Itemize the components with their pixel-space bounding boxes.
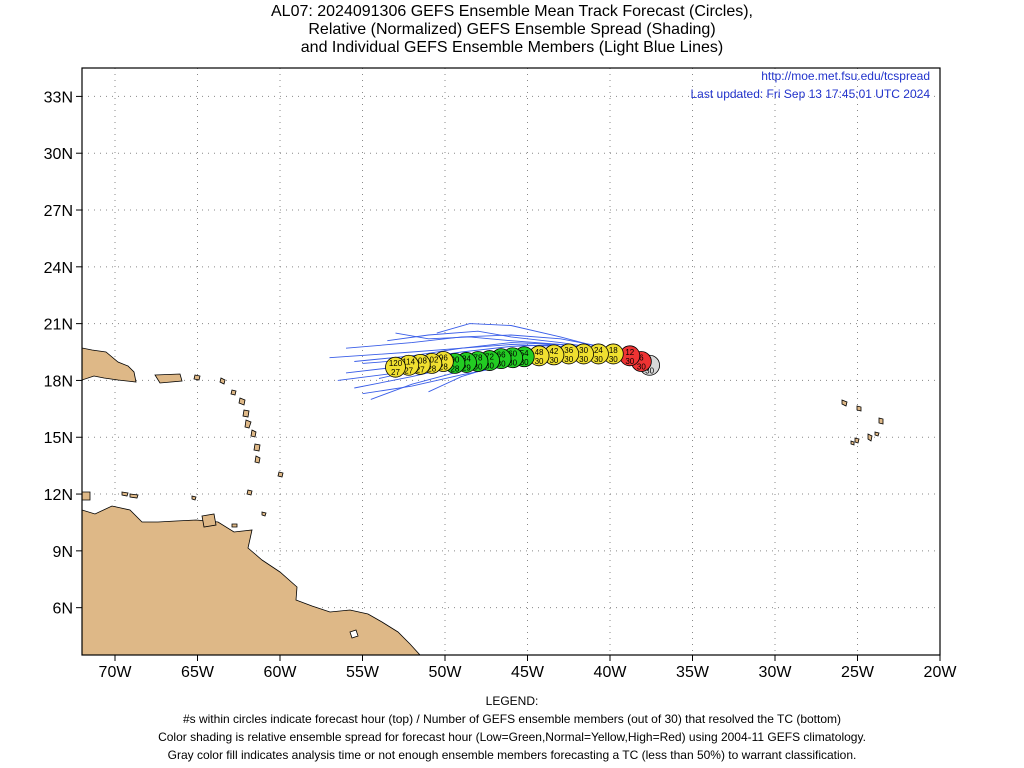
member-count-label: 30 [520,358,529,367]
member-count-label: 30 [508,359,517,368]
x-tick-label: 35W [676,664,710,681]
legend-line-1: #s within circles indicate forecast hour… [182,712,842,726]
land-trinidad [201,513,217,528]
land-masses [82,347,884,655]
y-tick-label: 9N [53,544,73,561]
y-tick-label: 15N [44,430,73,447]
forecast-hour-label: 54 [520,349,529,358]
member-count-label: 30 [594,355,603,364]
x-tick-label: 20W [924,664,958,681]
y-axis-ticks: 6N 9N 12N 15N 18N 21N 24N 27N 30N 33N [44,89,82,618]
forecast-hour-label: 48 [535,348,544,357]
forecast-hour-label: 84 [462,354,471,363]
x-tick-label: 55W [346,664,380,681]
forecast-hour-label: 24 [594,346,603,355]
member-count-label: 30 [497,360,506,369]
forecast-hour-label: 42 [549,347,558,356]
forecast-hour-label: 78 [474,354,483,363]
land-cape-verde [841,399,884,446]
legend-line-2: Color shading is relative ensemble sprea… [158,730,866,744]
x-tick-label: 45W [511,664,545,681]
member-count-label: 30 [485,362,494,371]
member-count-label: 27 [391,368,400,377]
member-count-label: 27 [404,366,413,375]
forecast-hour-label: 96 [439,354,448,363]
forecast-hour-label: 6 [639,354,644,363]
x-tick-label: 30W [759,664,793,681]
x-tick-label: 25W [841,664,875,681]
forecast-hour-label: 108 [414,356,428,365]
member-count-label: 30 [637,363,646,372]
chart-title-line-3: and Individual GEFS Ensemble Members (Li… [300,39,724,56]
x-tick-label: 50W [429,664,463,681]
ensemble-mean-track: 0306301230183024303030363042304830543060… [385,343,660,378]
member-count-label: 28 [450,364,459,373]
forecast-hour-label: 90 [450,355,459,364]
member-count-label: 30 [549,356,558,365]
y-tick-label: 24N [44,260,73,277]
legend-line-3: Gray color fill indicates analysis time … [167,748,857,762]
chart-title-line-2: Relative (Normalized) GEFS Ensemble Spre… [308,21,716,38]
forecast-hour-label: 72 [485,353,494,362]
forecast-hour-label: 60 [508,350,517,359]
y-tick-label: 30N [44,146,73,163]
legend-heading: LEGEND: [485,694,539,708]
grid-lines [82,68,941,655]
member-count-label: 30 [609,355,618,364]
forecast-hour-label: 12 [625,348,634,357]
y-tick-label: 18N [44,373,73,390]
member-count-label: 30 [474,363,483,372]
y-tick-label: 33N [44,89,73,106]
member-count-label: 30 [625,357,634,366]
x-axis-ticks: 70W 65W 60W 55W 50W 45W 40W 35W 30W 25W 20W [99,655,958,681]
forecast-hour-label: 36 [564,346,573,355]
member-count-label: 30 [535,357,544,366]
member-count-label: 27 [416,365,425,374]
member-count-label: 29 [462,363,471,372]
member-count-label: 28 [427,364,436,373]
forecast-hour-label: 18 [609,346,618,355]
source-url-link[interactable]: http://moe.met.fsu.edu/tcspread [761,69,930,83]
land-hispaniola [82,347,137,383]
y-tick-label: 27N [44,203,73,220]
x-tick-label: 40W [594,664,628,681]
forecast-circle [385,356,406,378]
member-count-label: 30 [564,355,573,364]
forecast-hour-label: 102 [425,355,439,364]
land-lesser-antilles [82,374,284,501]
member-count-label: 30 [579,355,588,364]
land-lake [349,629,359,639]
y-tick-label: 6N [53,601,73,618]
x-tick-label: 65W [181,664,215,681]
x-tick-label: 70W [99,664,133,681]
land-tobago-stvincent [191,495,267,528]
x-tick-label: 60W [264,664,298,681]
member-count-label: 28 [439,363,448,372]
forecast-hour-label: 66 [497,351,506,360]
forecast-hour-label: 120 [389,359,403,368]
forecast-hour-label: 114 [402,357,415,366]
land-south-america [82,505,421,655]
chart-title-line-1: AL07: 2024091306 GEFS Ensemble Mean Trac… [271,3,753,20]
forecast-hour-label: 30 [579,346,588,355]
member-count-label: 30 [645,366,654,375]
last-updated-text: Last updated: Fri Sep 13 17:45:01 UTC 20… [691,87,931,101]
y-tick-label: 12N [44,487,73,504]
plot-frame [81,67,941,656]
land-puerto-rico [154,373,183,384]
y-tick-label: 21N [44,317,73,334]
